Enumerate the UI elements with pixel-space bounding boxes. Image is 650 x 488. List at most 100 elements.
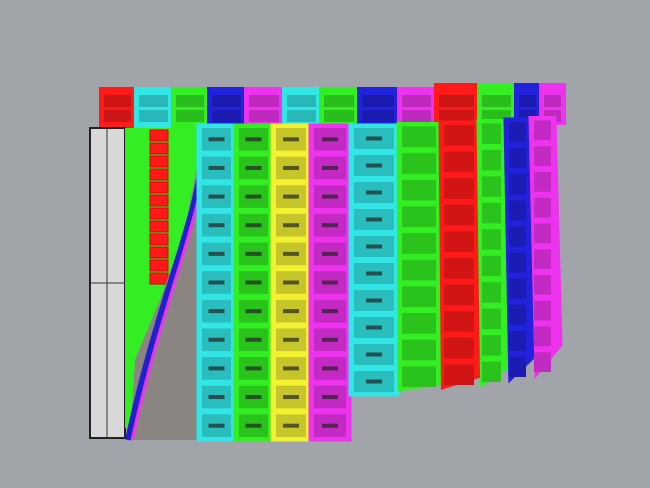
panel-label — [283, 395, 299, 400]
panel-label — [283, 165, 299, 170]
back-panel — [402, 110, 431, 122]
side-panel — [149, 129, 169, 142]
back-panel — [212, 95, 241, 107]
panel-label — [208, 251, 225, 256]
facade-panel — [444, 151, 474, 173]
panel-label — [283, 194, 299, 199]
facade-panel — [509, 252, 526, 273]
panel-label — [208, 309, 225, 314]
facade-panel — [402, 286, 436, 308]
facade-panel — [509, 148, 526, 169]
facade-panel — [402, 153, 436, 174]
back-panel — [104, 110, 131, 122]
panel-label — [283, 337, 299, 342]
side-panel — [149, 272, 169, 285]
facade-panel — [534, 352, 551, 372]
facade-panel — [509, 278, 526, 299]
side-panel — [149, 259, 169, 272]
panel-label — [366, 325, 382, 330]
back-panel — [362, 110, 394, 122]
facade-panel — [534, 197, 551, 218]
side-panel — [149, 194, 169, 207]
facade-panel — [534, 120, 551, 141]
panel-label — [245, 137, 262, 142]
panel-label — [366, 379, 382, 384]
side-panel — [149, 246, 169, 259]
side-panel — [149, 155, 169, 168]
panel-label — [245, 337, 262, 342]
facade-panel — [402, 366, 436, 387]
side-panel — [149, 168, 169, 181]
facade-panel — [444, 204, 474, 226]
panel-label — [245, 395, 262, 400]
facade-panel — [482, 255, 501, 277]
facade-panel — [402, 179, 436, 201]
panel-label — [283, 251, 299, 256]
back-panel — [249, 95, 279, 107]
facade-panel — [482, 308, 501, 330]
side-panel — [149, 220, 169, 233]
panel-label — [366, 190, 382, 195]
facade-panel — [534, 223, 551, 244]
panel-label — [322, 366, 338, 371]
facade-panel — [482, 123, 501, 144]
side-panel — [149, 233, 169, 246]
panel-label — [245, 366, 262, 371]
back-panel — [439, 95, 474, 107]
panel-label — [283, 223, 299, 228]
facade-panel — [534, 172, 551, 192]
side-panel — [149, 181, 169, 194]
panel-label — [366, 217, 382, 222]
facade-panel — [402, 313, 436, 334]
panel-label — [283, 309, 299, 314]
facade-panel — [482, 229, 501, 250]
panel-label — [322, 251, 338, 256]
panel-label — [322, 309, 338, 314]
back-panel — [482, 95, 511, 107]
panel-label — [283, 366, 299, 371]
panel-label — [245, 280, 262, 285]
panel-label — [208, 165, 225, 170]
back-panel — [439, 110, 474, 122]
panel-label — [283, 137, 299, 142]
facade-panel — [444, 231, 474, 252]
side-panel — [149, 207, 169, 220]
back-panel — [287, 95, 316, 107]
facade-panel — [509, 122, 526, 143]
facade-panel — [534, 326, 551, 347]
panel-label — [322, 337, 338, 342]
facade-panel — [444, 337, 474, 359]
facade-panel — [534, 146, 551, 166]
panel-label — [366, 271, 382, 276]
facade-panel — [534, 249, 551, 269]
panel-label — [366, 352, 382, 357]
panel-label — [208, 223, 225, 228]
back-panel — [519, 95, 536, 107]
facade-panel — [402, 233, 436, 254]
facade-panel — [402, 339, 436, 361]
back-panel — [324, 95, 354, 107]
facade-panel — [509, 174, 526, 195]
facade-panel — [509, 330, 526, 351]
facade-panel — [482, 282, 501, 303]
back-panel — [139, 110, 168, 122]
panel-label — [322, 223, 338, 228]
facade-panel — [402, 206, 436, 228]
facade-panel — [509, 200, 526, 221]
facade-panel — [444, 178, 474, 199]
panel-label — [283, 280, 299, 285]
panel-label — [366, 136, 382, 141]
panel-label — [322, 423, 338, 428]
panel-label — [322, 137, 338, 142]
back-panel — [324, 110, 354, 122]
panel-label — [208, 337, 225, 342]
facade-panel — [482, 202, 501, 224]
facade-panel — [482, 361, 501, 382]
panel-label — [245, 423, 262, 428]
panel-label — [322, 280, 338, 285]
panel-label — [322, 395, 338, 400]
back-panel — [544, 95, 561, 107]
facade-panel — [534, 275, 551, 295]
